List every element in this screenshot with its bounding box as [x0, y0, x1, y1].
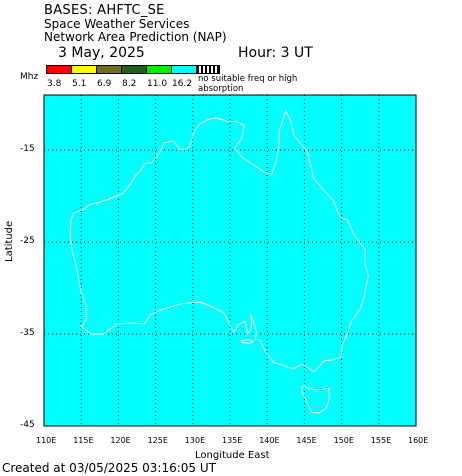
legend-value: 8.2: [122, 79, 137, 89]
kangaroo-island-outline: [240, 339, 255, 344]
x-tick-label: 115E: [73, 436, 94, 445]
subtitle-agency: Space Weather Services: [44, 17, 190, 31]
coastline: [69, 109, 369, 414]
forecast-date: 3 May, 2025: [58, 45, 145, 61]
x-tick-label: 140E: [259, 436, 280, 445]
y-tick-label: -45: [20, 420, 35, 430]
legend-value: 16.2: [172, 79, 193, 89]
x-axis-label: Longitude East: [195, 450, 270, 461]
tasmania-outline: [300, 385, 330, 414]
legend-value: 6.9: [97, 79, 112, 89]
created-timestamp: Created at 03/05/2025 03:16:05 UT: [2, 461, 216, 475]
y-tick-label: -15: [20, 144, 35, 155]
x-tick-label: 120E: [110, 436, 131, 445]
map-area: [44, 95, 416, 426]
y-tick-label: -25: [20, 236, 35, 247]
legend-unit: Mhz: [20, 72, 39, 82]
x-tick-label: 145E: [296, 436, 317, 445]
y-axis-label: Latitude: [4, 220, 15, 262]
x-tick-label: 125E: [147, 436, 168, 445]
x-tick-label: 150E: [333, 436, 354, 445]
y-tick-label: -35: [20, 328, 35, 339]
x-tick-label: 155E: [370, 436, 392, 445]
x-tick-label: 110E: [36, 436, 57, 445]
legend-value: 3.8: [47, 79, 62, 89]
x-tick-label: 130E: [184, 436, 206, 445]
x-tick-label: 160E: [408, 436, 429, 445]
legend-swatch: [196, 65, 220, 74]
legend-value: 11.0: [147, 79, 168, 89]
australia-mainland-outline: [69, 109, 369, 373]
legend-value: 5.1: [72, 79, 87, 89]
legend-note: no suitable freq or high absorption: [198, 74, 298, 94]
forecast-hour: Hour: 3 UT: [238, 45, 313, 61]
map-border: [43, 94, 417, 427]
x-tick-label: 135E: [222, 436, 243, 445]
subtitle-product: Network Area Prediction (NAP): [44, 30, 227, 44]
map-title: BASES: AHFTC_SE: [44, 3, 165, 18]
